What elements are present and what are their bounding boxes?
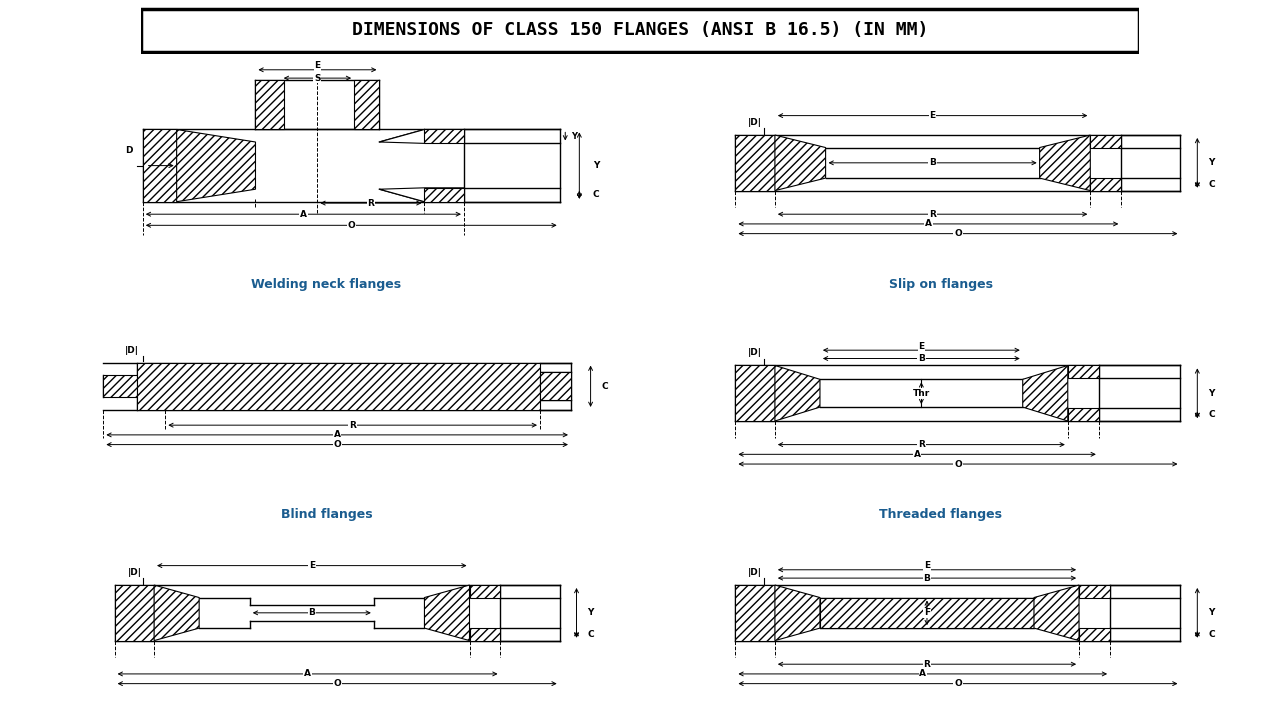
Text: |D|: |D| — [749, 348, 762, 357]
Text: E: E — [918, 341, 924, 351]
Bar — [1091, 178, 1121, 191]
Text: Thr: Thr — [913, 389, 931, 397]
Text: E: E — [924, 561, 931, 570]
Text: R: R — [918, 440, 924, 449]
Text: O: O — [333, 440, 340, 449]
Text: E: E — [315, 61, 320, 70]
Text: C: C — [1208, 180, 1215, 189]
Text: |D|: |D| — [124, 346, 138, 355]
Polygon shape — [1034, 585, 1079, 641]
Text: Slip on flanges: Slip on flanges — [888, 278, 993, 291]
Text: R: R — [367, 199, 374, 207]
Text: |D|: |D| — [749, 568, 762, 577]
Text: Y: Y — [1208, 608, 1215, 617]
Polygon shape — [774, 585, 820, 641]
Text: O: O — [954, 459, 961, 469]
Text: R: R — [924, 660, 931, 669]
Bar — [540, 372, 571, 400]
Polygon shape — [379, 188, 463, 202]
Text: Threaded flanges: Threaded flanges — [879, 508, 1002, 521]
Bar — [256, 79, 284, 130]
Text: D: D — [125, 146, 133, 155]
Bar — [137, 363, 540, 410]
Text: B: B — [929, 158, 936, 167]
Polygon shape — [154, 585, 200, 641]
Text: DIMENSIONS OF CLASS 150 FLANGES (ANSI B 16.5) (IN MM): DIMENSIONS OF CLASS 150 FLANGES (ANSI B … — [352, 21, 928, 39]
Polygon shape — [774, 366, 820, 421]
Bar — [820, 598, 1034, 628]
Text: E: E — [929, 111, 936, 120]
Text: C: C — [588, 630, 594, 639]
Text: Y: Y — [571, 132, 577, 141]
Text: Y: Y — [1208, 389, 1215, 397]
Bar — [355, 79, 379, 130]
Bar — [1079, 628, 1110, 641]
Bar — [736, 585, 774, 641]
Bar — [1068, 408, 1098, 421]
Bar — [425, 130, 463, 143]
Text: O: O — [954, 229, 961, 238]
Text: Welding neck flanges: Welding neck flanges — [251, 278, 402, 291]
Text: A: A — [305, 670, 311, 678]
Polygon shape — [1039, 135, 1091, 191]
Bar — [736, 135, 774, 191]
Text: R: R — [349, 420, 356, 430]
Bar — [736, 366, 774, 421]
Text: B: B — [308, 608, 315, 617]
Text: F: F — [924, 608, 931, 617]
Bar — [1091, 135, 1121, 148]
Bar — [1079, 585, 1110, 598]
Polygon shape — [379, 130, 463, 143]
Text: O: O — [347, 221, 355, 230]
Text: O: O — [333, 679, 340, 688]
Text: S: S — [314, 73, 321, 83]
Text: Blind flanges: Blind flanges — [280, 508, 372, 521]
Text: C: C — [1208, 410, 1215, 419]
Polygon shape — [1023, 366, 1068, 421]
Text: C: C — [593, 190, 599, 199]
Text: C: C — [602, 382, 608, 391]
Text: B: B — [924, 574, 931, 582]
Text: A: A — [925, 220, 932, 228]
Text: C: C — [1208, 630, 1215, 639]
Bar — [115, 585, 154, 641]
Text: |D|: |D| — [128, 568, 141, 577]
Text: B: B — [918, 354, 924, 363]
Text: A: A — [919, 670, 927, 678]
Text: Y: Y — [593, 161, 599, 170]
Bar — [1068, 366, 1098, 378]
Text: Y: Y — [588, 608, 594, 617]
Bar — [425, 188, 463, 202]
Text: |D|: |D| — [749, 118, 762, 127]
Text: A: A — [334, 431, 340, 439]
FancyBboxPatch shape — [141, 9, 1139, 52]
Bar — [470, 628, 500, 641]
Polygon shape — [774, 135, 826, 191]
Text: A: A — [914, 450, 920, 459]
Bar — [143, 130, 177, 202]
Text: A: A — [300, 210, 307, 219]
Polygon shape — [425, 585, 470, 641]
Bar — [470, 585, 500, 598]
Text: E: E — [308, 561, 315, 570]
Text: O: O — [954, 679, 961, 688]
Bar — [104, 375, 137, 397]
Text: Y: Y — [1208, 158, 1215, 167]
Text: R: R — [929, 210, 936, 219]
Polygon shape — [177, 130, 256, 202]
